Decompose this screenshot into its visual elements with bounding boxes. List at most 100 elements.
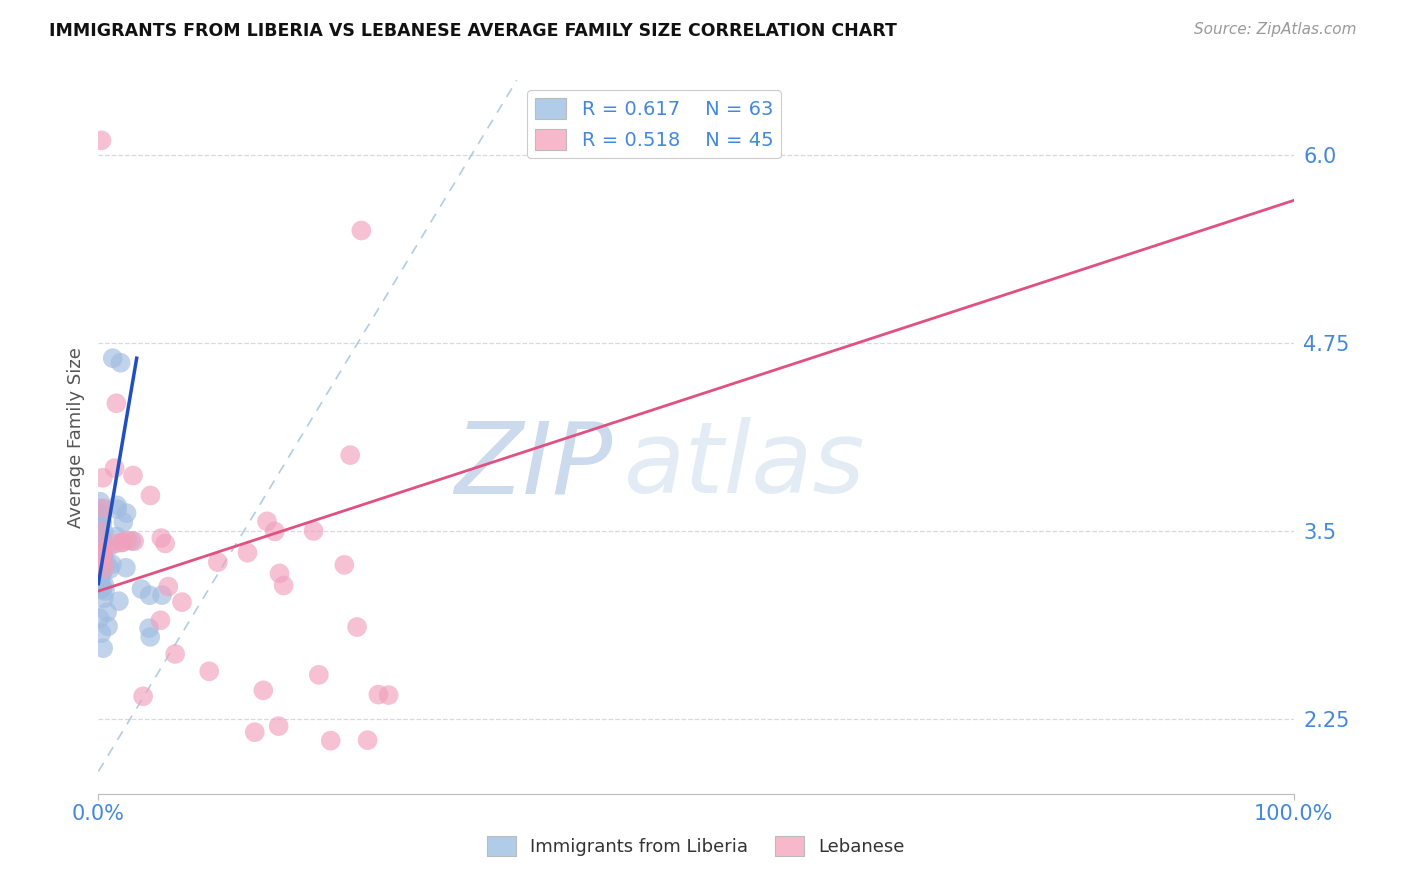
Point xyxy=(122,468,145,483)
Point xyxy=(89,528,111,542)
Point xyxy=(90,133,112,147)
Point xyxy=(105,502,128,516)
Point xyxy=(89,577,111,591)
Point xyxy=(105,499,128,513)
Point xyxy=(139,630,162,644)
Text: atlas: atlas xyxy=(624,417,866,514)
Point xyxy=(90,530,112,544)
Point xyxy=(165,647,187,661)
Point xyxy=(89,494,111,508)
Point xyxy=(367,688,389,702)
Point xyxy=(150,531,173,545)
Point xyxy=(87,560,110,574)
Point xyxy=(112,515,135,529)
Point xyxy=(90,541,112,555)
Point xyxy=(108,594,131,608)
Point xyxy=(89,565,111,579)
Point xyxy=(138,621,160,635)
Point xyxy=(90,576,112,591)
Point xyxy=(302,524,325,538)
Point xyxy=(198,665,221,679)
Point xyxy=(252,683,274,698)
Point xyxy=(111,535,134,549)
Point xyxy=(377,688,399,702)
Point xyxy=(97,619,120,633)
Point xyxy=(90,567,112,582)
Point xyxy=(90,548,112,562)
Point xyxy=(90,545,112,559)
Point xyxy=(89,518,111,533)
Point xyxy=(243,725,266,739)
Point xyxy=(91,516,114,530)
Point xyxy=(91,549,114,564)
Point xyxy=(115,560,138,574)
Point xyxy=(157,580,180,594)
Point xyxy=(91,471,114,485)
Point xyxy=(93,524,115,539)
Point xyxy=(90,501,112,516)
Point xyxy=(236,546,259,560)
Point xyxy=(256,514,278,528)
Point xyxy=(89,611,111,625)
Point xyxy=(89,531,111,545)
Point xyxy=(105,530,128,544)
Point xyxy=(87,553,110,567)
Point xyxy=(138,588,160,602)
Point xyxy=(87,529,110,543)
Point xyxy=(319,733,342,747)
Point xyxy=(207,555,229,569)
Point xyxy=(91,566,114,581)
Point xyxy=(89,516,111,531)
Y-axis label: Average Family Size: Average Family Size xyxy=(66,347,84,527)
Point xyxy=(308,668,330,682)
Point xyxy=(93,501,115,516)
Point xyxy=(87,524,110,539)
Point xyxy=(98,562,121,576)
Point xyxy=(263,524,285,539)
Point xyxy=(89,524,111,538)
Point xyxy=(139,488,162,502)
Point xyxy=(89,513,111,527)
Point xyxy=(90,537,112,551)
Point xyxy=(90,527,112,541)
Point xyxy=(96,557,118,571)
Point xyxy=(339,448,361,462)
Point xyxy=(93,578,115,592)
Point xyxy=(91,554,114,568)
Point xyxy=(90,542,112,557)
Text: IMMIGRANTS FROM LIBERIA VS LEBANESE AVERAGE FAMILY SIZE CORRELATION CHART: IMMIGRANTS FROM LIBERIA VS LEBANESE AVER… xyxy=(49,22,897,40)
Point xyxy=(91,641,114,656)
Point xyxy=(89,536,111,550)
Point xyxy=(91,582,114,596)
Point xyxy=(90,530,112,544)
Point xyxy=(93,591,115,606)
Point xyxy=(333,558,356,572)
Legend: Immigrants from Liberia, Lebanese: Immigrants from Liberia, Lebanese xyxy=(479,829,912,863)
Point xyxy=(350,223,373,237)
Point xyxy=(153,536,176,550)
Point xyxy=(94,542,117,557)
Point xyxy=(104,461,127,475)
Point xyxy=(90,626,112,640)
Point xyxy=(115,506,138,520)
Point xyxy=(98,540,121,554)
Point xyxy=(90,534,112,549)
Point xyxy=(89,561,111,575)
Point xyxy=(346,620,368,634)
Point xyxy=(101,351,124,366)
Text: Source: ZipAtlas.com: Source: ZipAtlas.com xyxy=(1194,22,1357,37)
Point xyxy=(131,582,153,596)
Point xyxy=(269,566,291,581)
Point xyxy=(122,534,145,549)
Point xyxy=(93,549,115,564)
Point xyxy=(96,605,118,619)
Point xyxy=(356,733,378,747)
Point xyxy=(90,508,112,522)
Point xyxy=(149,613,172,627)
Point xyxy=(104,536,127,550)
Point xyxy=(87,505,110,519)
Text: ZIP: ZIP xyxy=(454,417,613,514)
Point xyxy=(111,535,134,549)
Point xyxy=(267,719,290,733)
Point xyxy=(115,533,138,548)
